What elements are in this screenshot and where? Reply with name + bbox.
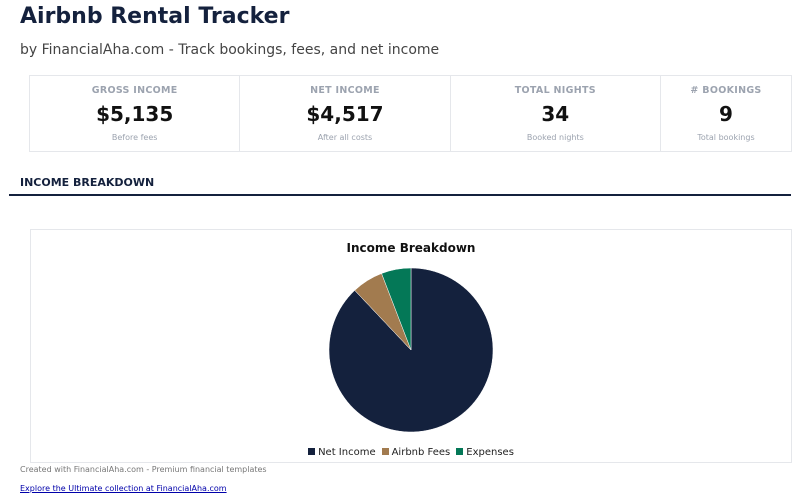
chart-legend: Net Income Airbnb Fees Expenses [31,447,791,458]
legend-swatch [456,448,464,455]
footer-text: Created with FinancialAha.com - Premium … [20,465,267,474]
card-net-income: NET INCOME $4,517 After all costs [240,76,451,151]
card-note: Before fees [111,133,158,142]
card-label: GROSS INCOME [91,85,178,96]
card-bookings: # BOOKINGS 9 Total bookings [661,76,791,151]
card-label: NET INCOME [310,85,380,96]
card-label: TOTAL NIGHTS [514,85,596,96]
card-note: Booked nights [526,133,584,142]
pie-slice-expenses [381,267,412,351]
card-value: 9 [719,102,733,126]
section-divider [9,194,791,196]
page-subtitle: by FinancialAha.com - Track bookings, fe… [20,42,440,58]
card-gross-income: GROSS INCOME $5,135 Before fees [30,76,241,151]
section-title: INCOME BREAKDOWN [20,176,155,189]
legend-swatch [308,448,316,455]
pie-chart [328,267,494,433]
legend-item[interactable]: Airbnb Fees [381,447,451,458]
card-value: $5,135 [96,102,174,126]
legend-item[interactable]: Net Income [308,447,376,458]
card-total-nights: TOTAL NIGHTS 34 Booked nights [451,76,661,151]
page-title: Airbnb Rental Tracker [20,4,290,29]
legend-label: Airbnb Fees [391,447,451,458]
legend-label: Expenses [466,447,514,458]
income-chart: Income Breakdown Net Income Airbnb Fees Ex… [30,229,792,463]
chart-title: Income Breakdown [346,241,476,255]
legend-swatch [381,448,389,455]
legend-item[interactable]: Expenses [456,447,514,458]
legend-label: Net Income [318,447,376,458]
footer-link[interactable]: Explore the Ultimate collection at Finan… [20,484,227,493]
card-note: After all costs [317,133,373,142]
card-label: # BOOKINGS [690,85,762,96]
card-value: $4,517 [306,102,384,126]
card-note: Total bookings [697,133,755,142]
summary-cards: GROSS INCOME $5,135 Before fees NET INCO… [29,75,792,152]
card-value: 34 [541,102,570,126]
